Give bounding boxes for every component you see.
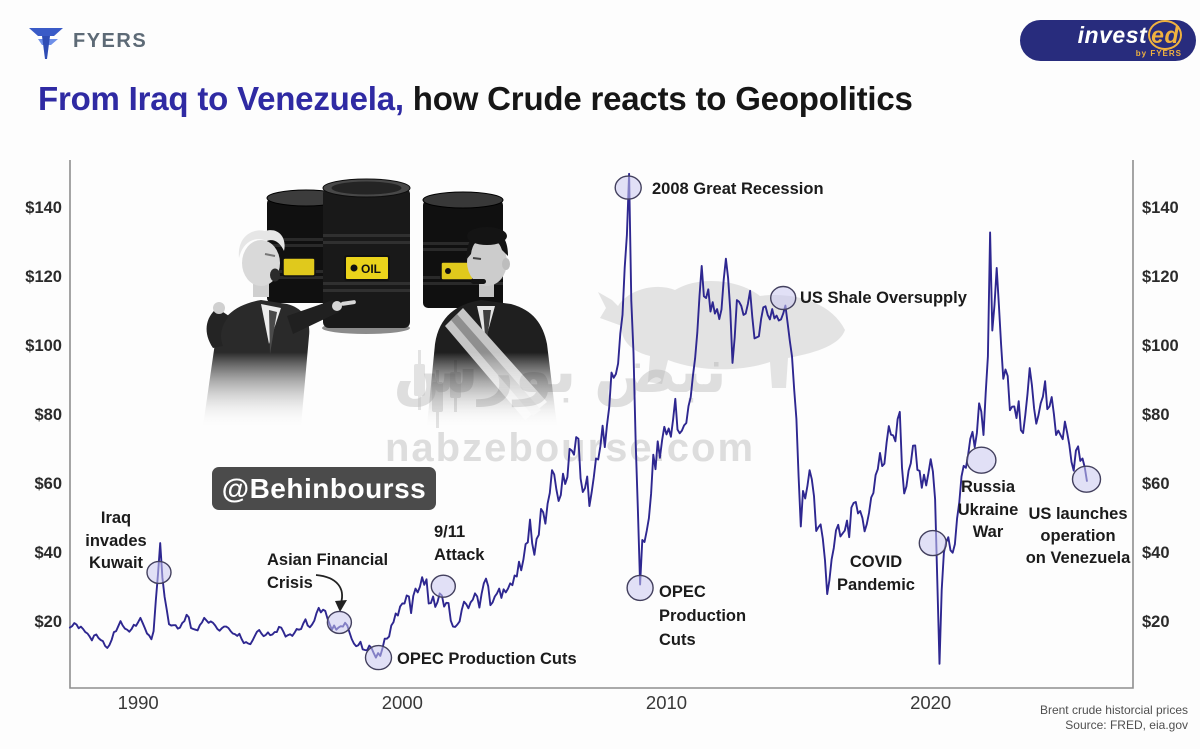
- svg-text:OIL: OIL: [361, 262, 381, 276]
- y-axis-label-right-40: $40: [1142, 544, 1170, 563]
- y-axis-label-left-60: $60: [34, 475, 62, 494]
- maduro-figure: [427, 227, 557, 426]
- x-axis-label-1990: 1990: [117, 692, 159, 713]
- x-axis-label-2010: 2010: [645, 692, 688, 713]
- marker-great-recession-2008: [614, 175, 642, 200]
- annotation-russia-ukraine-war: Russia Ukraine War: [957, 478, 1019, 541]
- invested-badge-text: invest: [1077, 21, 1148, 48]
- brent-price-line: [68, 172, 1088, 665]
- behinbourss-watermark: @Behinbourss: [212, 467, 436, 510]
- marker-opec-production-cuts-2008: [626, 574, 654, 602]
- y-axis-label-left-140: $140: [25, 199, 62, 218]
- fyers-brand-text: FYERS: [73, 29, 148, 52]
- invested-badge-accent: ed: [1148, 19, 1182, 50]
- marker-iraq-invades-kuwait: [146, 560, 172, 585]
- x-axis-label-2000: 2000: [381, 692, 423, 713]
- marker-us-operation-venezuela: [1071, 465, 1102, 493]
- y-axis-label-right-20: $20: [1142, 613, 1170, 632]
- marker-nine-eleven-attack: [430, 574, 456, 598]
- annotation-asian-financial-crisis: Asian Financial Crisis: [267, 551, 389, 592]
- y-axis-label-right-120: $120: [1142, 268, 1179, 287]
- invested-badge-byline: by FYERS: [1135, 48, 1182, 58]
- annotation-great-recession-2008: 2008 Great Recession: [652, 180, 824, 198]
- axis-frame: [69, 160, 1134, 689]
- annotation-covid-pandemic: COVID Pandemic: [837, 553, 915, 594]
- y-axis-label-left-120: $120: [25, 268, 62, 287]
- marker-covid-pandemic: [918, 529, 947, 557]
- marker-us-shale-oversupply: [770, 285, 797, 311]
- page-title: From Iraq to Venezuela, how Crude reacts…: [38, 80, 913, 118]
- y-axis-label-left-40: $40: [34, 544, 62, 563]
- marker-opec-production-cuts-1999: [364, 644, 393, 671]
- annotation-us-operation-venezuela: US launches operation on Venezuela: [1025, 505, 1131, 567]
- trump-maduro-oil-barrels-image: OIL: [203, 178, 557, 426]
- annotation-nine-eleven-attack: 9/11 Attack: [434, 523, 485, 564]
- y-axis-label-left-80: $80: [34, 406, 62, 425]
- annotation-opec-production-cuts-1999: OPEC Production Cuts: [397, 650, 577, 668]
- fyers-logo-icon: [29, 28, 63, 59]
- y-axis-label-right-80: $80: [1142, 406, 1170, 425]
- arrowhead-asian-financial-crisis: [335, 600, 347, 612]
- y-axis-label-left-20: $20: [34, 613, 62, 632]
- x-axis-label-2020: 2020: [910, 692, 952, 713]
- source-line1: Brent crude historcial prices: [1039, 703, 1188, 717]
- oil-barrel-center-icon: OIL: [322, 178, 411, 334]
- annotation-us-shale-oversupply: US Shale Oversupply: [800, 289, 967, 307]
- y-axis-label-right-100: $100: [1142, 337, 1179, 356]
- marker-russia-ukraine-war: [966, 446, 997, 474]
- annotation-opec-production-cuts-2008: OPEC Production Cuts: [659, 583, 747, 649]
- arrow-asian-financial-crisis: [315, 574, 343, 604]
- trump-figure: [203, 230, 356, 426]
- invested-badge: invest ed by FYERS: [1020, 19, 1196, 61]
- title-highlight: From Iraq to Venezuela,: [38, 80, 404, 117]
- source-note: Brent crude historcial prices Source: FR…: [1040, 703, 1188, 733]
- annotation-arrows: [315, 574, 347, 612]
- marker-asian-financial-crisis: [326, 610, 353, 635]
- event-markers: [146, 175, 1102, 671]
- y-axis-label-right-140: $140: [1142, 199, 1179, 218]
- y-axis-label-left-100: $100: [25, 337, 62, 356]
- title-rest: how Crude reacts to Geopolitics: [403, 80, 913, 117]
- annotation-iraq-invades-kuwait: Iraq invades Kuwait: [85, 509, 147, 572]
- fyers-logo: FYERS: [26, 21, 147, 61]
- y-axis-label-right-60: $60: [1142, 475, 1170, 494]
- source-line2: Source: FRED, eia.gov: [1065, 718, 1188, 732]
